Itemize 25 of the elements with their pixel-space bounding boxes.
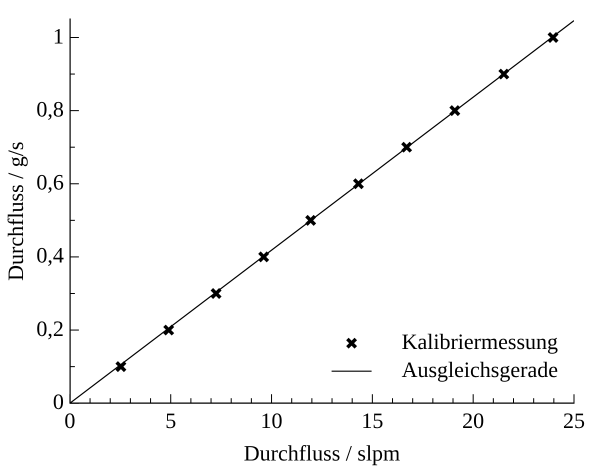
point bbox=[162, 324, 175, 336]
point bbox=[114, 360, 127, 373]
point bbox=[498, 68, 510, 80]
x-tick-label: 5 bbox=[165, 408, 176, 434]
point bbox=[210, 287, 222, 300]
x-axis-title: Durchfluss / slpm bbox=[244, 440, 400, 466]
x-tick-label: 10 bbox=[260, 408, 283, 434]
point bbox=[304, 214, 317, 226]
y-tick-label: 0,8 bbox=[36, 96, 64, 122]
legend-label: Kalibriermessung bbox=[402, 328, 558, 354]
point bbox=[400, 141, 413, 154]
point bbox=[352, 178, 364, 190]
y-tick-label: 1 bbox=[52, 23, 64, 48]
y-axis-title: Durchfluss / g/s bbox=[2, 142, 28, 281]
y-tick-label: 0 bbox=[52, 388, 64, 414]
legend-label: Ausgleichsgerade bbox=[402, 356, 558, 382]
y-tick-label: 0,2 bbox=[36, 316, 64, 341]
y-tick-label: 0,4 bbox=[36, 242, 64, 268]
point bbox=[448, 104, 461, 117]
y-tick-label: 0,6 bbox=[36, 170, 64, 195]
x-tick-label: 25 bbox=[563, 408, 585, 434]
x-tick-label: 15 bbox=[361, 408, 384, 434]
point bbox=[547, 31, 560, 44]
x-tick-label: 20 bbox=[462, 408, 484, 434]
point bbox=[258, 250, 270, 263]
